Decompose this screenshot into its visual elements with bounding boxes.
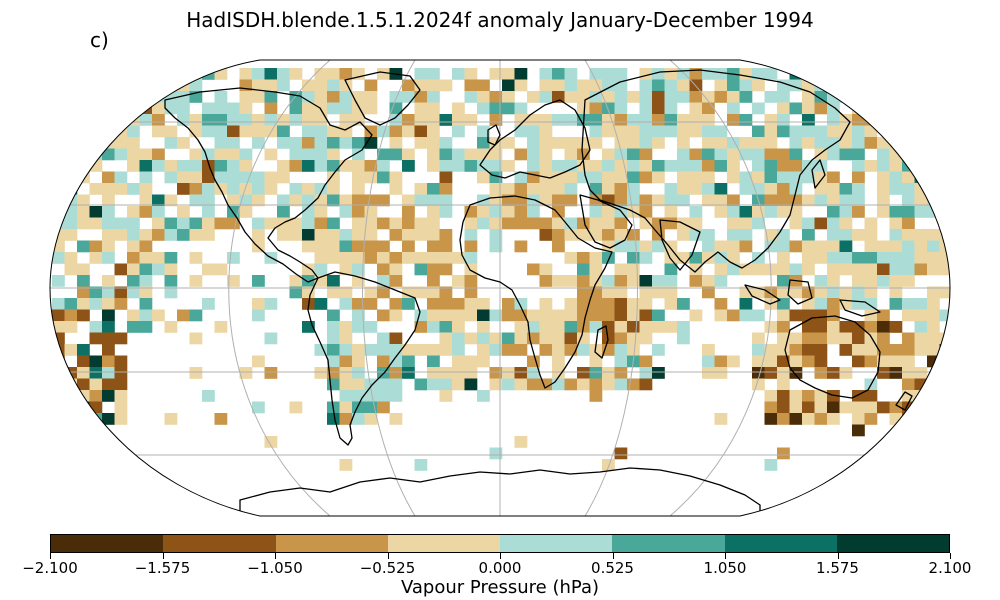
colorbar-tick [500,553,501,559]
colorbar-tick [837,553,839,559]
colorbar-ticks [50,553,951,561]
colorbar-tick-label: −1.575 [134,559,191,577]
japan-coast [811,159,826,189]
colorbar-label: Vapour Pressure (hPa) [400,577,600,598]
colorbar-tick [162,553,164,559]
africa-coast [459,195,613,389]
north-america-coast [164,87,373,283]
colorbar-tick-label: −1.050 [247,559,303,577]
colorbar-tick-label: 1.050 [703,559,747,577]
graticule [50,60,950,516]
antarctica-coast [239,467,761,516]
panel-label: c) [90,28,109,52]
colorbar-tick-label: 0.525 [591,559,634,577]
greenland-coast [344,71,421,126]
globe-outline [49,59,951,517]
europe-coast [479,99,591,179]
coastlines [164,69,913,516]
colorbar-segment [387,535,500,552]
asia-coast [581,69,851,273]
colorbar-segment [724,535,837,552]
indonesia-coast [744,284,781,305]
anomaly-grid-cells [52,68,950,471]
borneo-coast [787,279,813,305]
colorbar-tick [50,553,51,559]
new-zealand-coast [895,391,913,411]
colorbar-tick [950,553,951,559]
new-guinea-coast [839,299,881,317]
colorbar-tick [275,553,276,559]
colorbar-tick-label: 1.575 [816,559,859,577]
colorbar-segment [51,535,164,552]
south-america-coast [307,271,421,446]
colorbar-tick-label: 0.000 [478,559,522,577]
colorbar-tick [612,553,614,559]
india-coast [659,219,701,271]
australia-coast [784,315,881,399]
madagascar-coast [594,325,609,359]
colorbar [50,534,950,553]
colorbar-tick-label: −0.525 [359,559,416,577]
colorbar-tick [725,553,726,559]
colorbar-segment [612,535,725,552]
world-map [49,59,951,517]
colorbar-segment [163,535,276,552]
colorbar-tick-label: −2.100 [22,559,78,577]
british-isles-coast [487,124,501,146]
chart-title: HadISDH.blende.1.5.1.2024f anomaly Janua… [186,8,814,32]
colorbar-tick-label: 2.100 [928,559,972,577]
colorbar-tick [387,553,389,559]
colorbar-segment [500,535,613,552]
arabia-coast [579,194,633,249]
colorbar-segment [275,535,388,552]
colorbar-segment [836,535,949,552]
